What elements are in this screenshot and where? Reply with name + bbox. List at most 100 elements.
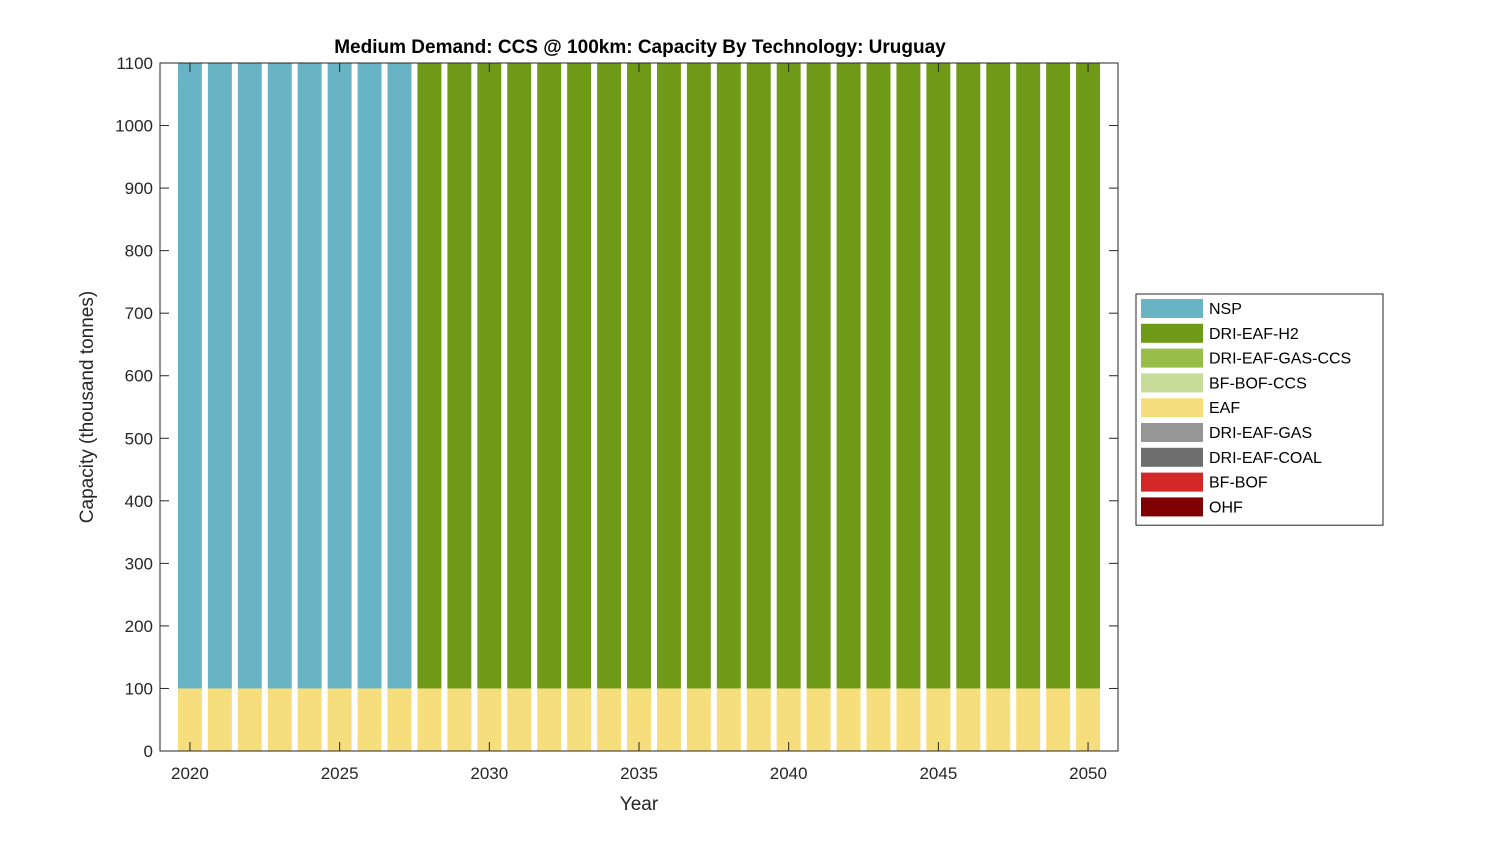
x-tick-label: 2040 (770, 764, 808, 783)
x-tick-label: 2050 (1069, 764, 1107, 783)
bar-eaf-2035 (627, 688, 651, 751)
bar-eaf-2029 (447, 688, 472, 751)
legend-label-ohf: OHF (1209, 499, 1243, 516)
y-axis-label: Capacity (thousand tonnes) (77, 291, 98, 523)
bar-eaf-2044 (896, 688, 921, 751)
y-tick-label: 300 (125, 554, 153, 573)
bar-eaf-2033 (567, 688, 592, 751)
y-tick-label: 1100 (116, 54, 153, 73)
bar-nsp-2026 (357, 63, 382, 689)
bar-eaf-2042 (836, 688, 861, 751)
bar-eaf-2023 (267, 688, 292, 751)
bar-nsp-2021 (207, 63, 232, 689)
x-tick-label: 2045 (919, 764, 957, 783)
bar-eaf-2022 (237, 688, 262, 751)
legend-label-bf-bof: BF-BOF (1209, 475, 1268, 492)
bar-nsp-2022 (237, 63, 262, 689)
bar-dri-eaf-h2-2048 (1016, 63, 1041, 689)
x-tick-label: 2030 (470, 764, 508, 783)
legend-swatch-dri-eaf-gas-ccs (1141, 348, 1203, 368)
bar-nsp-2024 (297, 63, 322, 689)
bar-eaf-2031 (507, 688, 532, 751)
axes-layer: 0 100 200 300 400 500 600 700 800 900 1000 1100 2020… (115, 54, 1119, 783)
bar-dri-eaf-h2-2035 (627, 63, 651, 689)
bar-dri-eaf-h2-2046 (956, 63, 981, 689)
y-tick-label: 800 (125, 242, 153, 261)
bar-eaf-2032 (537, 688, 562, 751)
bar-dri-eaf-h2-2038 (716, 63, 741, 689)
y-tick-label: 1000 (115, 117, 153, 136)
legend-swatch-nsp (1141, 299, 1203, 318)
legend-swatch-ohf (1141, 497, 1203, 517)
legend-label-bf-bof-ccs: BF-BOF-CCS (1209, 375, 1307, 392)
bar-eaf-2030 (477, 688, 502, 751)
bar-eaf-2041 (806, 688, 831, 751)
bar-eaf-2024 (297, 688, 322, 751)
bar-dri-eaf-h2-2047 (986, 63, 1011, 689)
bar-nsp-2027 (387, 63, 412, 689)
bar-dri-eaf-h2-2041 (806, 63, 831, 689)
bar-dri-eaf-h2-2030 (477, 63, 502, 689)
bar-eaf-2037 (686, 688, 711, 751)
bar-eaf-2045 (926, 688, 951, 751)
bar-dri-eaf-h2-2045 (926, 63, 951, 689)
x-tick-label: 2025 (321, 764, 359, 783)
bar-eaf-2028 (417, 688, 442, 751)
y-tick-label: 200 (125, 617, 153, 636)
legend-label-eaf: EAF (1209, 400, 1240, 417)
bar-dri-eaf-h2-2036 (656, 63, 681, 689)
bar-dri-eaf-h2-2032 (537, 63, 562, 689)
legend-label-dri-eaf-coal: DRI-EAF-COAL (1209, 450, 1322, 467)
bar-dri-eaf-h2-2044 (896, 63, 921, 689)
y-tick-label: 400 (125, 492, 153, 511)
bar-eaf-2027 (387, 688, 412, 751)
legend: NSP DRI-EAF-H2 DRI-EAF-GAS-CCS BF-BOF-CCS EA… (1135, 293, 1384, 526)
bar-eaf-2036 (656, 688, 681, 751)
legend-label-nsp: NSP (1209, 301, 1242, 318)
y-tick-label: 0 (144, 742, 153, 761)
bar-eaf-2046 (956, 688, 981, 751)
bar-nsp-2025 (327, 63, 352, 689)
bar-dri-eaf-h2-2049 (1046, 63, 1071, 689)
bar-dri-eaf-h2-2043 (866, 63, 891, 689)
legend-swatch-bf-bof (1141, 472, 1203, 492)
bar-eaf-2049 (1046, 688, 1071, 751)
bar-dri-eaf-h2-2050 (1076, 63, 1101, 689)
bar-dri-eaf-h2-2037 (686, 63, 711, 689)
y-tick-label: 900 (125, 179, 153, 198)
bar-dri-eaf-h2-2042 (836, 63, 861, 689)
legend-label-dri-eaf-h2: DRI-EAF-H2 (1209, 326, 1299, 343)
bar-dri-eaf-h2-2040 (776, 63, 801, 689)
y-tick-label: 600 (125, 367, 153, 386)
bar-eaf-2050 (1076, 688, 1101, 751)
bar-dri-eaf-h2-2039 (746, 63, 771, 689)
bar-eaf-2039 (746, 688, 771, 751)
bar-dri-eaf-h2-2028 (417, 63, 442, 689)
bar-dri-eaf-h2-2033 (567, 63, 592, 689)
bar-eaf-2048 (1016, 688, 1041, 751)
y-tick-label: 100 (125, 679, 153, 698)
bar-nsp-2023 (267, 63, 292, 689)
bar-dri-eaf-h2-2031 (507, 63, 532, 689)
bar-dri-eaf-h2-2034 (597, 63, 622, 689)
bar-eaf-2026 (357, 688, 382, 751)
legend-label-dri-eaf-gas-ccs: DRI-EAF-GAS-CCS (1209, 351, 1351, 368)
bar-eaf-2025 (327, 688, 352, 751)
bar-eaf-2038 (716, 688, 741, 751)
y-tick-label: 500 (125, 429, 153, 448)
legend-swatch-dri-eaf-h2 (1141, 323, 1203, 343)
chart-title: Medium Demand: CCS @ 100km: Capacity By … (334, 37, 946, 58)
bar-eaf-2047 (986, 688, 1011, 751)
legend-swatch-eaf (1141, 398, 1203, 418)
x-axis-label: Year (620, 794, 659, 815)
legend-label-dri-eaf-gas: DRI-EAF-GAS (1209, 425, 1312, 442)
bar-nsp-2020 (177, 63, 202, 689)
bar-eaf-2040 (776, 688, 801, 751)
legend-swatch-bf-bof-ccs (1141, 373, 1203, 393)
bars-layer (177, 63, 1101, 751)
bar-eaf-2020 (177, 688, 202, 751)
y-tick-label: 700 (125, 304, 153, 323)
bar-eaf-2034 (597, 688, 622, 751)
x-tick-label: 2035 (620, 764, 658, 783)
x-tick-label: 2020 (171, 764, 209, 783)
